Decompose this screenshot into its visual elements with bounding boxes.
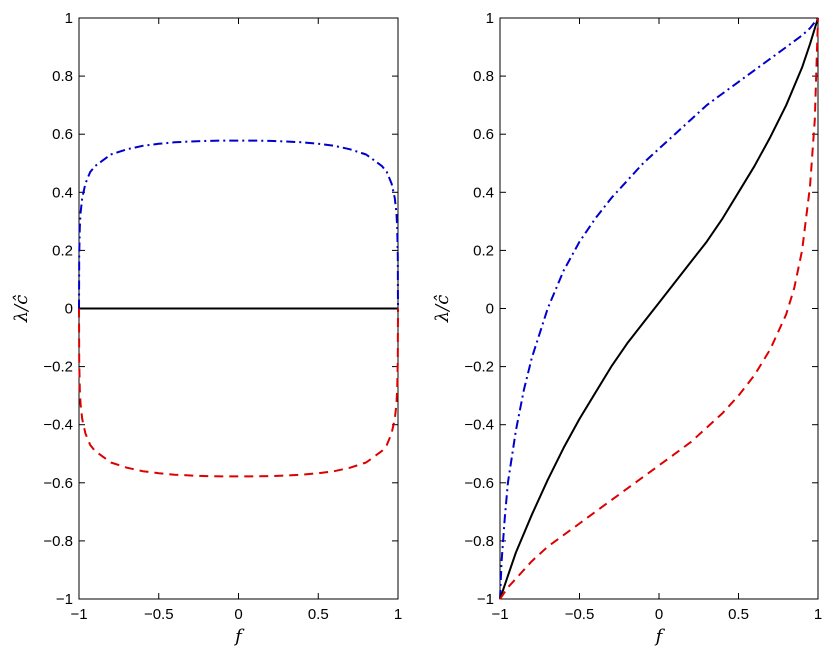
x-tick-label: 0 [655,606,663,623]
y-tick-label: −0.8 [43,533,73,550]
y-tick-label: −0.2 [43,359,73,376]
x-tick-label: −1 [70,606,87,623]
x-tick-label: 1 [814,606,822,623]
y-tick-label: −0.6 [464,475,494,492]
y-tick-label: 0.6 [52,126,73,143]
y-tick-label: 0.4 [473,184,494,201]
x-tick-label: −0.5 [565,606,595,623]
x-axis-label: f [233,626,245,647]
series-line-dashdot [499,17,819,600]
plot-frame [499,17,819,600]
y-tick-label: 0.4 [52,184,73,201]
chart-panel-2: −1 −0.5 0 0.5 1 −1 −0.8 −0.6 −0.4 −0.2 0 0.2 0.4 0.6 0… [432,10,822,647]
series-line-dashed [78,308,399,478]
x-tick-label: −0.5 [144,606,174,623]
y-tick-label: −0.6 [43,475,73,492]
y-tick-label: 0.6 [473,126,494,143]
y-axis-label: λ/ĉ [432,295,453,324]
x-axis-label: f [654,626,666,647]
x-tick-label: 1 [394,606,402,623]
x-tick-label: 0.5 [308,606,329,623]
series-line-dashdot [78,139,399,309]
series-line-dashed [499,17,819,600]
y-tick-label: −0.4 [464,417,494,434]
y-tick-label: 0.2 [473,242,494,259]
y-axis-label: λ/ĉ [11,295,32,324]
y-tick-label: −0.8 [464,533,494,550]
y-tick-label: 0.2 [52,242,73,259]
x-tick-label: −1 [491,606,508,623]
y-tick-label: 0.8 [473,68,494,85]
x-tick-label: 0.5 [728,606,749,623]
y-tick-label: 1 [65,10,73,27]
y-tick-label: 0 [65,301,73,318]
y-tick-label: 0 [486,301,494,318]
y-tick-label: 1 [486,10,494,27]
y-tick-label: −1 [56,591,73,608]
y-tick-label: 0.8 [52,68,73,85]
x-tick-label: 0 [234,606,242,623]
series-line-solid [499,17,819,600]
y-tick-label: −0.4 [43,417,73,434]
y-tick-label: −1 [477,591,494,608]
chart-panel-1: −1 −0.5 0 0.5 1 −1 −0.8 −0.6 −0.4 −0.2 0 0.2 0.4 0.6 0… [11,10,402,647]
y-tick-label: −0.2 [464,359,494,376]
